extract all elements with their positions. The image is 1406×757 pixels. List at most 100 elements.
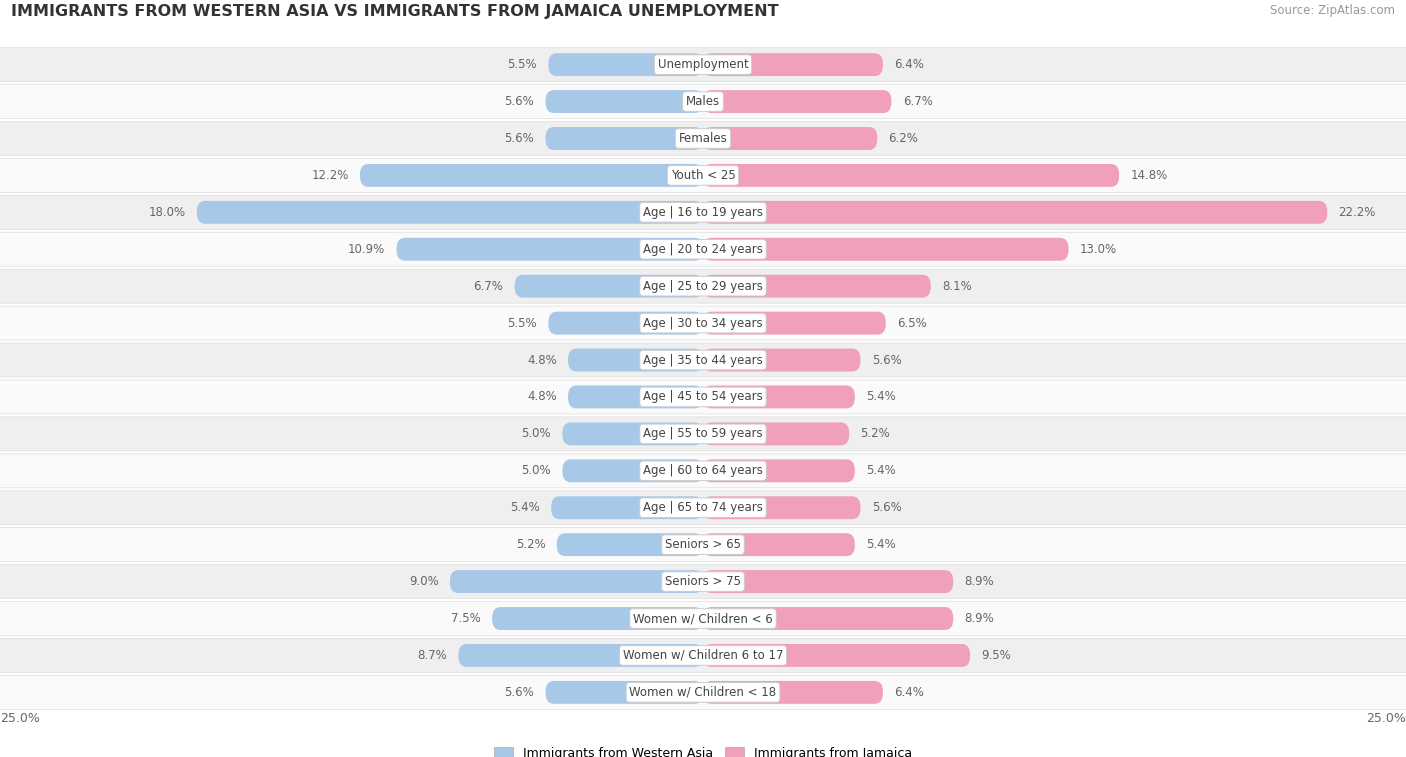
- FancyBboxPatch shape: [703, 422, 849, 445]
- FancyBboxPatch shape: [703, 607, 953, 630]
- Text: 6.2%: 6.2%: [889, 132, 918, 145]
- Text: 5.6%: 5.6%: [505, 686, 534, 699]
- FancyBboxPatch shape: [0, 528, 1406, 562]
- FancyBboxPatch shape: [0, 48, 1406, 82]
- FancyBboxPatch shape: [703, 385, 855, 409]
- Text: Seniors > 75: Seniors > 75: [665, 575, 741, 588]
- Text: 22.2%: 22.2%: [1339, 206, 1376, 219]
- Text: 5.0%: 5.0%: [522, 464, 551, 478]
- FancyBboxPatch shape: [0, 269, 1406, 303]
- Text: Age | 30 to 34 years: Age | 30 to 34 years: [643, 316, 763, 329]
- FancyBboxPatch shape: [197, 201, 703, 224]
- Text: 4.8%: 4.8%: [527, 391, 557, 403]
- FancyBboxPatch shape: [492, 607, 703, 630]
- FancyBboxPatch shape: [546, 681, 703, 704]
- FancyBboxPatch shape: [0, 85, 1406, 119]
- Text: Age | 25 to 29 years: Age | 25 to 29 years: [643, 279, 763, 293]
- Text: Age | 55 to 59 years: Age | 55 to 59 years: [643, 428, 763, 441]
- FancyBboxPatch shape: [0, 380, 1406, 414]
- FancyBboxPatch shape: [703, 459, 855, 482]
- FancyBboxPatch shape: [0, 232, 1406, 266]
- FancyBboxPatch shape: [703, 497, 860, 519]
- Text: 5.4%: 5.4%: [866, 464, 896, 478]
- Text: 5.5%: 5.5%: [508, 58, 537, 71]
- FancyBboxPatch shape: [703, 90, 891, 113]
- FancyBboxPatch shape: [551, 497, 703, 519]
- Text: 5.6%: 5.6%: [872, 501, 901, 514]
- FancyBboxPatch shape: [703, 164, 1119, 187]
- FancyBboxPatch shape: [703, 53, 883, 76]
- Text: Youth < 25: Youth < 25: [671, 169, 735, 182]
- Text: 6.7%: 6.7%: [903, 95, 932, 108]
- Text: Males: Males: [686, 95, 720, 108]
- Text: 18.0%: 18.0%: [149, 206, 186, 219]
- FancyBboxPatch shape: [0, 121, 1406, 155]
- Text: Women w/ Children 6 to 17: Women w/ Children 6 to 17: [623, 649, 783, 662]
- FancyBboxPatch shape: [703, 275, 931, 298]
- FancyBboxPatch shape: [703, 644, 970, 667]
- FancyBboxPatch shape: [703, 238, 1069, 260]
- FancyBboxPatch shape: [0, 638, 1406, 672]
- Text: 7.5%: 7.5%: [451, 612, 481, 625]
- Text: 8.1%: 8.1%: [942, 279, 972, 293]
- Text: 25.0%: 25.0%: [1367, 712, 1406, 724]
- Text: 9.0%: 9.0%: [409, 575, 439, 588]
- Text: 5.6%: 5.6%: [872, 354, 901, 366]
- Text: Age | 35 to 44 years: Age | 35 to 44 years: [643, 354, 763, 366]
- Text: 5.2%: 5.2%: [516, 538, 546, 551]
- FancyBboxPatch shape: [396, 238, 703, 260]
- Text: 14.8%: 14.8%: [1130, 169, 1167, 182]
- FancyBboxPatch shape: [568, 385, 703, 409]
- Text: 5.0%: 5.0%: [522, 428, 551, 441]
- FancyBboxPatch shape: [546, 127, 703, 150]
- Text: Age | 65 to 74 years: Age | 65 to 74 years: [643, 501, 763, 514]
- Text: Women w/ Children < 6: Women w/ Children < 6: [633, 612, 773, 625]
- FancyBboxPatch shape: [703, 570, 953, 593]
- Text: Women w/ Children < 18: Women w/ Children < 18: [630, 686, 776, 699]
- Text: Source: ZipAtlas.com: Source: ZipAtlas.com: [1270, 4, 1395, 17]
- Text: 25.0%: 25.0%: [0, 712, 39, 724]
- Text: 13.0%: 13.0%: [1080, 243, 1116, 256]
- FancyBboxPatch shape: [703, 681, 883, 704]
- Text: Age | 20 to 24 years: Age | 20 to 24 years: [643, 243, 763, 256]
- FancyBboxPatch shape: [0, 491, 1406, 525]
- Text: 10.9%: 10.9%: [349, 243, 385, 256]
- FancyBboxPatch shape: [0, 195, 1406, 229]
- FancyBboxPatch shape: [0, 306, 1406, 340]
- Text: 5.5%: 5.5%: [508, 316, 537, 329]
- FancyBboxPatch shape: [0, 454, 1406, 488]
- FancyBboxPatch shape: [703, 201, 1327, 224]
- FancyBboxPatch shape: [562, 459, 703, 482]
- FancyBboxPatch shape: [0, 343, 1406, 377]
- Text: 8.7%: 8.7%: [418, 649, 447, 662]
- Text: 8.9%: 8.9%: [965, 575, 994, 588]
- FancyBboxPatch shape: [0, 565, 1406, 599]
- Text: Females: Females: [679, 132, 727, 145]
- Text: 4.8%: 4.8%: [527, 354, 557, 366]
- FancyBboxPatch shape: [703, 533, 855, 556]
- FancyBboxPatch shape: [562, 422, 703, 445]
- Text: 5.4%: 5.4%: [866, 391, 896, 403]
- Text: 5.6%: 5.6%: [505, 95, 534, 108]
- FancyBboxPatch shape: [557, 533, 703, 556]
- FancyBboxPatch shape: [703, 348, 860, 372]
- Text: 6.4%: 6.4%: [894, 686, 924, 699]
- FancyBboxPatch shape: [548, 53, 703, 76]
- Text: IMMIGRANTS FROM WESTERN ASIA VS IMMIGRANTS FROM JAMAICA UNEMPLOYMENT: IMMIGRANTS FROM WESTERN ASIA VS IMMIGRAN…: [11, 4, 779, 19]
- FancyBboxPatch shape: [0, 675, 1406, 709]
- Text: 5.4%: 5.4%: [866, 538, 896, 551]
- Text: Age | 16 to 19 years: Age | 16 to 19 years: [643, 206, 763, 219]
- Text: 6.5%: 6.5%: [897, 316, 927, 329]
- Text: 8.9%: 8.9%: [965, 612, 994, 625]
- Text: Age | 60 to 64 years: Age | 60 to 64 years: [643, 464, 763, 478]
- FancyBboxPatch shape: [703, 127, 877, 150]
- Text: 6.4%: 6.4%: [894, 58, 924, 71]
- FancyBboxPatch shape: [515, 275, 703, 298]
- FancyBboxPatch shape: [360, 164, 703, 187]
- Text: 5.6%: 5.6%: [505, 132, 534, 145]
- Text: 12.2%: 12.2%: [311, 169, 349, 182]
- FancyBboxPatch shape: [548, 312, 703, 335]
- FancyBboxPatch shape: [0, 602, 1406, 636]
- Text: Age | 45 to 54 years: Age | 45 to 54 years: [643, 391, 763, 403]
- FancyBboxPatch shape: [458, 644, 703, 667]
